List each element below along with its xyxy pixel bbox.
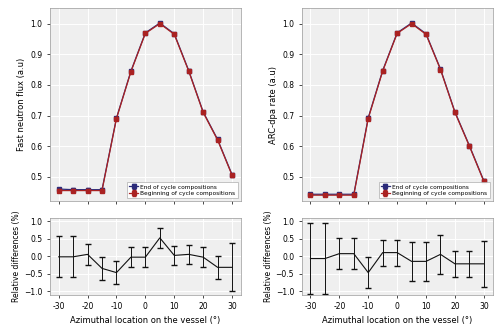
X-axis label: Azimuthal location on the vessel (°): Azimuthal location on the vessel (°)	[322, 315, 472, 325]
Legend: End of cycle compositions, Beginning of cycle compositions: End of cycle compositions, Beginning of …	[378, 182, 490, 198]
Y-axis label: ARC-dpa rate (a.u): ARC-dpa rate (a.u)	[269, 66, 278, 144]
Y-axis label: Relative differences (%): Relative differences (%)	[264, 210, 273, 302]
Y-axis label: Relative differences (%): Relative differences (%)	[12, 210, 21, 302]
Y-axis label: Fast neutron flux (a.u): Fast neutron flux (a.u)	[17, 58, 26, 152]
X-axis label: Azimuthal location on the vessel (°): Azimuthal location on the vessel (°)	[70, 315, 220, 325]
Legend: End of cycle compositions, Beginning of cycle compositions: End of cycle compositions, Beginning of …	[127, 182, 238, 198]
